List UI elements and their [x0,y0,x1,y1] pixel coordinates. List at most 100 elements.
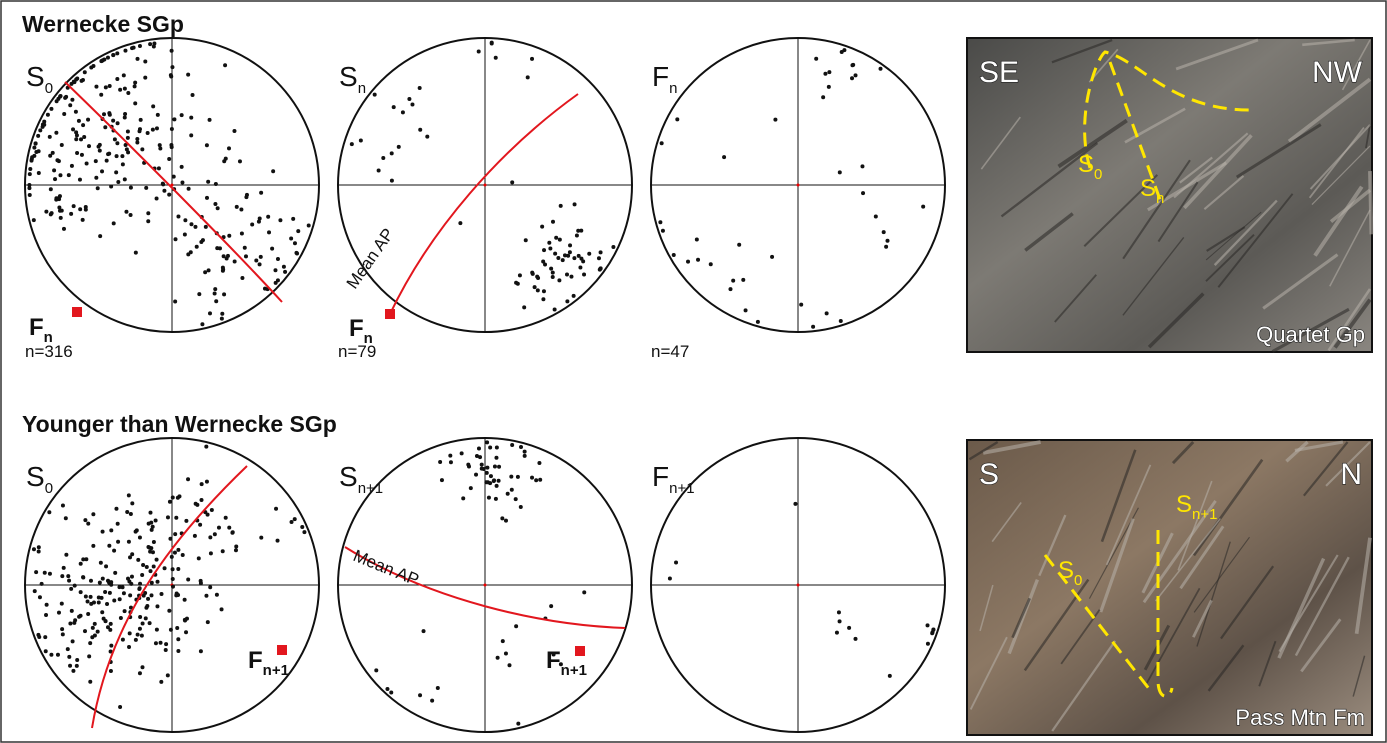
pole-dot [568,243,572,247]
pole-dot [490,41,494,45]
pole-dot [660,141,664,145]
pole-dot [497,479,501,483]
pole-dot [68,622,72,626]
pole-dot [146,597,150,601]
pole-dot [62,566,66,570]
pole-dot [44,210,48,214]
pole-dot [526,75,530,79]
pole-dot [509,475,513,479]
pole-dot [587,252,591,256]
pole-dot [164,642,168,646]
pole-dot [74,110,78,114]
pole-dot [52,168,56,172]
pole-dot [87,654,91,658]
pole-dot [537,461,541,465]
pole-dot [102,112,106,116]
pole-dot [91,626,95,630]
pole-dot [181,553,185,557]
pole-dot [108,113,112,117]
pole-dot [270,247,274,251]
pole-dot [166,673,170,677]
pole-dot [154,519,158,523]
pole-dot [722,155,726,159]
pole-dot [126,136,130,140]
pole-dot [138,129,142,133]
pole-dot [198,523,202,527]
pole-dot [38,128,42,132]
pole-dot [74,137,78,141]
fold-label-sub: n+1 [263,662,289,679]
pole-dot [195,245,199,249]
pole-dot [130,46,134,50]
pole-dot [575,234,579,238]
pole-dot [204,594,208,598]
pole-dot [108,84,112,88]
pole-dot [71,639,75,643]
pole-dot [94,85,98,89]
pole-dot [115,141,119,145]
pole-dot [161,182,165,186]
pole-dot [425,135,429,139]
pole-dot [410,102,414,106]
pole-dot [169,73,173,77]
pole-dot [146,211,150,215]
pole-dot [500,516,504,520]
pole-dot [675,117,679,121]
pole-dot [531,272,535,276]
pole-dot [837,610,841,614]
pole-dot [140,147,144,151]
pole-dot [189,250,193,254]
pole-dot [160,592,164,596]
pole-dot [148,511,152,515]
pole-dot [27,186,31,190]
bedding-label-sub: 0 [1094,166,1102,183]
pole-dot [103,590,107,594]
pole-dot [542,289,546,293]
pole-dot [70,164,74,168]
pole-dot [888,674,892,678]
pole-dot [549,267,553,271]
pole-dot [199,649,203,653]
pole-dot [183,619,187,623]
net-label-main: S [26,461,45,492]
pole-dot [73,618,77,622]
pole-dot [139,118,143,122]
cleavage-label-main: S [1140,175,1156,202]
pole-dot [485,466,489,470]
pole-dot [407,97,411,101]
pole-dot [113,137,117,141]
pole-dot [81,218,85,222]
pole-dot [84,205,88,209]
pole-dot [98,581,102,585]
pole-dot [49,653,53,657]
pole-dot [835,631,839,635]
pole-dot [158,143,162,147]
pole-dot [115,51,119,55]
fold-label-main: F [349,315,364,342]
pole-dot [171,496,175,500]
pole-dot [534,478,538,482]
pole-dot [60,143,64,147]
pole-dot [48,154,52,158]
pole-dot [176,649,180,653]
cleavage-label-sub: n+1 [1192,506,1217,523]
pole-dot [135,137,139,141]
pole-dot [207,268,211,272]
pole-dot [167,157,171,161]
pole-dot [259,255,263,259]
pole-dot [167,193,171,197]
pole-dot [174,593,178,597]
pole-dot [854,637,858,641]
pole-dot [243,246,247,250]
pole-dot [559,204,563,208]
pole-dot [43,635,47,639]
pole-dot [510,488,514,492]
pole-dot [104,564,108,568]
pole-dot [100,59,104,63]
pole-dot [535,275,539,279]
pole-dot [69,212,73,216]
pole-dot [561,258,565,262]
pole-dot [536,288,540,292]
pole-dot [401,110,405,114]
pole-dot [30,155,34,159]
